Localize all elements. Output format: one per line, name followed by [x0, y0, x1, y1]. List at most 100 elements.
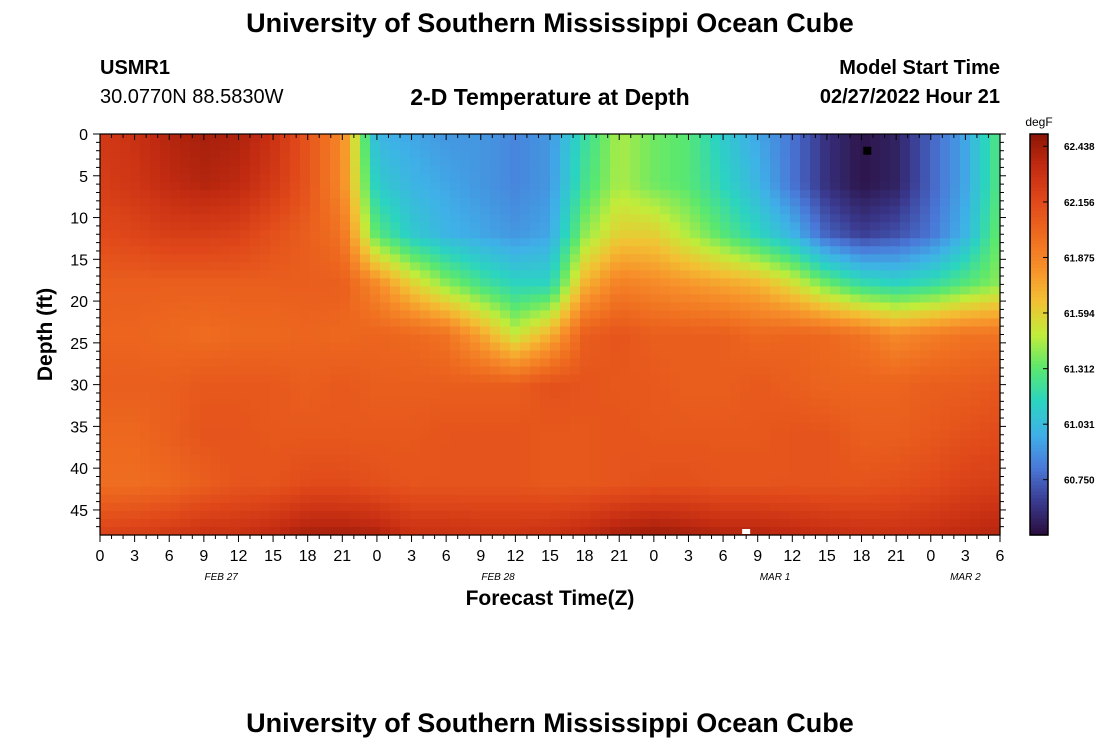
heatmap-cell [980, 286, 991, 295]
heatmap-cell [550, 518, 561, 528]
axes: 0 3 6 9 12 15 18 21 0 3 6 9 12 15 18 21 0 3 6 9 12 15 18 21 0 3 6F… [70, 127, 1006, 583]
heatmap-cell [160, 502, 171, 512]
heatmap-cell [140, 222, 151, 231]
heatmap-cell [730, 142, 741, 151]
heatmap-cell [110, 422, 121, 432]
heatmap-cell [440, 166, 451, 175]
heatmap-cell [500, 342, 511, 352]
heatmap-cell [720, 382, 731, 392]
heatmap-cell [940, 262, 951, 271]
heatmap-cell [940, 462, 951, 472]
heatmap-cell [580, 222, 591, 231]
heatmap-cell [670, 414, 681, 424]
heatmap-cell [980, 478, 991, 488]
heatmap-cell [880, 206, 891, 215]
heatmap-cell [270, 358, 281, 368]
heatmap-cell [290, 526, 301, 536]
heatmap-cell [300, 382, 311, 392]
heatmap-cell [560, 222, 571, 231]
heatmap-cell [280, 518, 291, 528]
heatmap-cell [340, 326, 351, 336]
heatmap-cell [660, 286, 671, 295]
heatmap-cell [230, 246, 241, 255]
heatmap-cell [940, 158, 951, 167]
heatmap-cell [960, 182, 971, 191]
heatmap-cell [710, 230, 721, 239]
heatmap-cell [380, 166, 391, 175]
heatmap-cell [760, 510, 771, 520]
heatmap-cell [840, 454, 851, 464]
heatmap-cell [300, 406, 311, 416]
heatmap-cell [950, 198, 961, 207]
heatmap-cell [950, 150, 961, 159]
heatmap-cell [290, 190, 301, 199]
heatmap-cell [790, 510, 801, 520]
heatmap-cell [790, 342, 801, 352]
heatmap-cell [210, 142, 221, 151]
heatmap-cell [310, 318, 321, 328]
heatmap-cell [580, 454, 591, 464]
heatmap-cell [640, 286, 651, 295]
heatmap-cell [570, 494, 581, 504]
heatmap-cell [790, 198, 801, 207]
heatmap-cell [160, 414, 171, 424]
heatmap-cell [460, 238, 471, 247]
heatmap-cell [280, 494, 291, 504]
heatmap-cell [180, 342, 191, 352]
heatmap-cell [570, 158, 581, 167]
heatmap-cell [130, 334, 141, 344]
heatmap-cell [940, 342, 951, 352]
heatmap-cell [760, 494, 771, 504]
heatmap-cell [700, 206, 711, 215]
heatmap-cell [120, 510, 131, 520]
heatmap-cell [470, 334, 481, 344]
heatmap-cell [130, 510, 141, 520]
heatmap-cell [590, 214, 601, 223]
heatmap-cell [250, 374, 261, 384]
heatmap-cell [390, 198, 401, 207]
heatmap-cell [910, 142, 921, 151]
heatmap-cell [360, 398, 371, 408]
heatmap-cell [800, 398, 811, 408]
heatmap-cell [630, 190, 641, 199]
heatmap-cell [660, 278, 671, 287]
heatmap-cell [670, 502, 681, 512]
heatmap-cell [820, 398, 831, 408]
heatmap-cell [630, 494, 641, 504]
heatmap-cell [870, 134, 881, 143]
heatmap-cell [910, 342, 921, 352]
heatmap-cell [280, 358, 291, 368]
heatmap-cell [880, 462, 891, 472]
heatmap-cell [890, 230, 901, 239]
heatmap-cell [930, 262, 941, 271]
heatmap-cell [400, 150, 411, 159]
heatmap-cell [660, 294, 671, 304]
heatmap-cell [970, 214, 981, 223]
heatmap-cell [520, 406, 531, 416]
heatmap-cell [680, 510, 691, 520]
heatmap-cell [680, 174, 691, 183]
heatmap-cell [840, 158, 851, 167]
heatmap-cell [660, 182, 671, 191]
heatmap-cell [960, 470, 971, 480]
heatmap-cell [540, 334, 551, 344]
heatmap-cell [680, 494, 691, 504]
heatmap-cell [930, 286, 941, 295]
heatmap-cell [200, 462, 211, 472]
heatmap-cell [410, 230, 421, 239]
heatmap-cell [600, 150, 611, 159]
heatmap-cell [530, 486, 541, 496]
heatmap-cell [170, 142, 181, 151]
heatmap-cell [830, 182, 841, 191]
heatmap-cell [690, 206, 701, 215]
heatmap-cell [360, 326, 371, 336]
heatmap-cell [770, 182, 781, 191]
heatmap-cell [410, 302, 421, 312]
heatmap-cell [110, 270, 121, 279]
heatmap-cell [420, 398, 431, 408]
heatmap-cell [360, 374, 371, 384]
heatmap-cell [660, 262, 671, 271]
heatmap-cell [870, 198, 881, 207]
heatmap-cell [590, 310, 601, 320]
heatmap-cell [540, 430, 551, 440]
